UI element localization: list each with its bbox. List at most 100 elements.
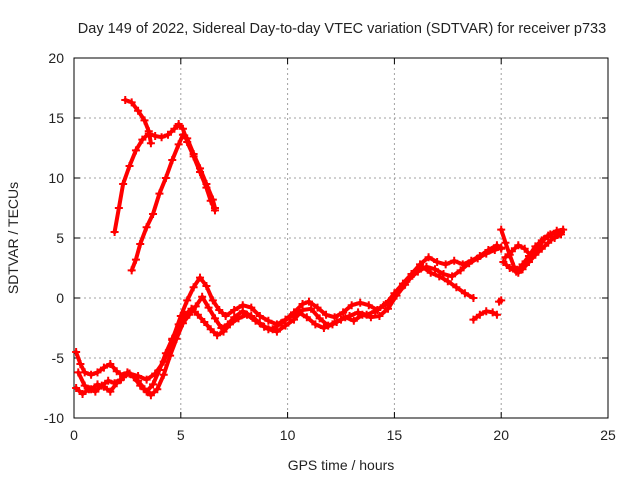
data-point-plus <box>187 304 196 313</box>
data-point-plus <box>146 391 155 400</box>
data-point-plus <box>161 349 170 358</box>
data-point-plus <box>514 241 523 250</box>
data-point-plus <box>379 301 388 310</box>
data-point-plus <box>202 180 211 188</box>
data-point-plus <box>518 260 527 269</box>
series-arc-3 <box>127 130 219 275</box>
data-point-plus <box>170 124 179 133</box>
x-tick-label: 10 <box>280 427 296 443</box>
data-point-plus <box>142 223 151 232</box>
data-series <box>72 96 568 400</box>
data-point-plus <box>531 242 540 251</box>
data-point-plus <box>383 304 392 313</box>
data-point-plus <box>206 325 215 334</box>
data-point-plus <box>255 312 264 320</box>
y-tick-label: 5 <box>56 230 64 246</box>
data-point-plus <box>469 315 478 324</box>
data-point-plus <box>537 236 546 245</box>
data-point-plus <box>151 132 160 140</box>
data-point-plus <box>210 204 219 212</box>
data-point-plus <box>452 283 461 292</box>
data-point-plus <box>72 348 81 356</box>
data-point-plus <box>134 106 143 115</box>
data-point-plus <box>210 314 219 323</box>
data-point-plus <box>460 289 469 298</box>
data-point-plus <box>208 296 217 305</box>
x-axis-label: GPS time / hours <box>288 457 395 473</box>
data-point-plus <box>131 255 140 264</box>
data-point-plus <box>202 282 211 290</box>
data-point-plus <box>127 266 136 275</box>
series-arc-2 <box>121 96 155 148</box>
data-point-plus <box>243 310 252 319</box>
data-point-plus <box>153 385 162 394</box>
data-point-plus <box>155 189 164 198</box>
data-point-plus <box>497 225 506 234</box>
data-point-plus <box>482 249 491 258</box>
data-point-plus <box>215 306 224 314</box>
data-point-plus <box>191 302 200 311</box>
data-point-plus <box>482 307 491 316</box>
data-point-plus <box>104 376 113 385</box>
data-point-plus <box>268 325 277 334</box>
data-point-plus <box>475 310 484 319</box>
data-point-plus <box>183 296 192 305</box>
data-point-plus <box>277 319 286 328</box>
data-point-plus <box>140 116 149 125</box>
data-point-plus <box>142 375 151 384</box>
y-tick-label: 0 <box>56 290 64 306</box>
data-point-plus <box>168 156 177 164</box>
series-arc-4 <box>72 241 506 384</box>
data-point-plus <box>339 308 348 317</box>
data-point-plus <box>181 310 190 319</box>
data-point-plus <box>448 272 457 281</box>
y-tick-label: -10 <box>44 410 64 426</box>
data-point-plus <box>544 231 553 240</box>
data-point-plus <box>119 180 128 188</box>
data-point-plus <box>74 368 83 377</box>
series-trace <box>129 132 217 273</box>
data-point-plus <box>225 320 234 329</box>
data-point-plus <box>488 308 497 317</box>
data-point-plus <box>174 140 183 149</box>
series-arc-7 <box>469 307 501 324</box>
data-point-plus <box>76 360 85 368</box>
data-point-plus <box>178 130 187 139</box>
axis-ticks <box>73 57 609 419</box>
data-point-plus <box>322 310 331 319</box>
data-point-plus <box>189 150 198 158</box>
data-point-plus <box>430 265 439 274</box>
data-point-plus <box>497 296 506 305</box>
data-point-plus <box>221 312 230 320</box>
data-point-plus <box>349 316 358 325</box>
data-point-plus <box>375 312 384 320</box>
data-point-plus <box>364 301 373 310</box>
data-point-plus <box>492 310 501 319</box>
data-point-plus <box>388 294 397 302</box>
series-arc-8 <box>495 296 506 306</box>
data-point-plus <box>174 320 183 329</box>
data-point-plus <box>550 234 559 242</box>
data-point-plus <box>87 370 96 379</box>
x-tick-label: 15 <box>387 427 403 443</box>
data-point-plus <box>213 331 222 340</box>
data-point-plus <box>439 270 448 278</box>
data-point-plus <box>149 210 158 218</box>
data-point-plus <box>247 303 256 312</box>
data-point-plus <box>110 228 119 236</box>
x-tick-label: 5 <box>177 427 185 443</box>
data-point-plus <box>106 360 115 368</box>
data-point-plus <box>93 368 102 377</box>
data-point-plus <box>345 312 354 320</box>
data-point-plus <box>426 268 435 277</box>
data-point-plus <box>84 385 93 394</box>
data-point-plus <box>552 226 561 235</box>
data-point-plus <box>131 146 140 155</box>
data-point-plus <box>91 387 100 396</box>
data-point-plus <box>396 284 405 293</box>
data-point-plus <box>465 259 474 268</box>
data-point-plus <box>189 283 198 292</box>
data-point-plus <box>234 314 243 323</box>
data-point-plus <box>281 321 290 330</box>
y-tick-label: -5 <box>52 350 65 366</box>
